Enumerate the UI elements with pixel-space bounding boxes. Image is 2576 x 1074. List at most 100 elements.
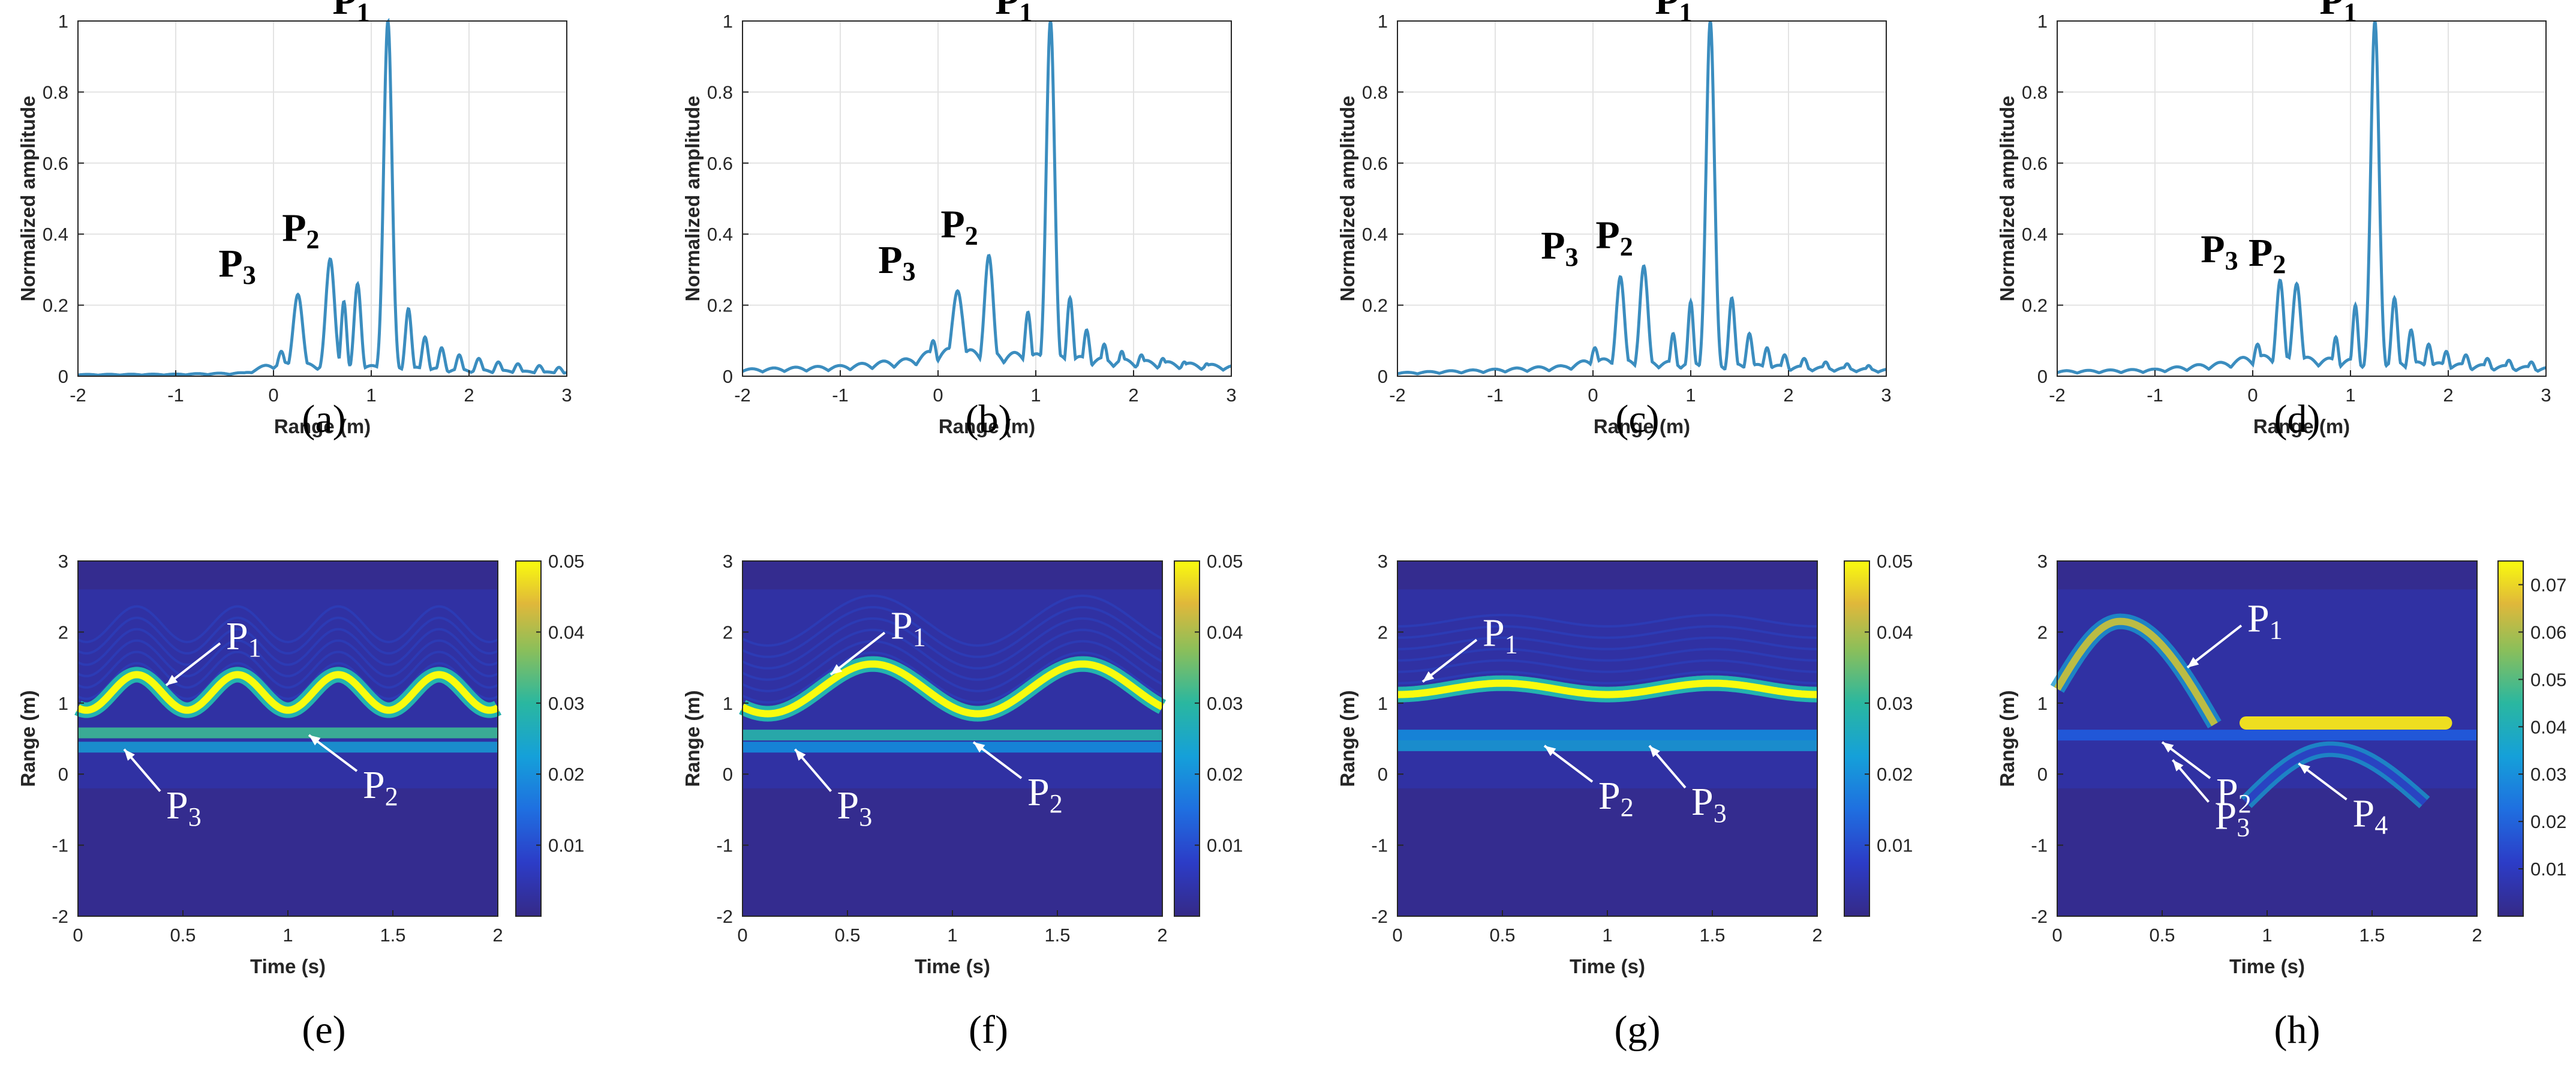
x-tick-label: -1	[2147, 385, 2163, 406]
colorbar-tick-label: 0.05	[2530, 669, 2566, 690]
arrow-head	[1649, 745, 1660, 757]
y-tick-label: 1	[723, 11, 733, 32]
sidelobe-line	[77, 628, 498, 666]
y-tick-label: -1	[716, 835, 733, 856]
x-tick-label: 1	[282, 925, 293, 946]
x-tick-label: 1	[2345, 385, 2355, 406]
x-axis-label: Range (m)	[2253, 415, 2350, 437]
data-line	[2057, 20, 2547, 375]
line-chart-0: -2 -1 0 1 2 3 0 0.2 0.4 0.6 0.8 1 Range (m) Normalize…	[17, 0, 572, 441]
panel-label: (c)	[1615, 397, 1659, 441]
colorbar-tick-label: 0.05	[548, 551, 584, 572]
x-tick-label: 1	[1030, 385, 1041, 406]
data-line	[77, 17, 567, 377]
x-tick-label: 2	[2443, 385, 2453, 406]
arrow-head	[2172, 760, 2184, 772]
arrow-head	[2162, 742, 2174, 753]
x-tick-label: 1.5	[2359, 925, 2385, 946]
y-tick-label: 0.6	[1362, 153, 1388, 174]
trace-annotation-p3: P3	[1691, 780, 1727, 828]
y-tick-label: 0.8	[2022, 82, 2048, 103]
trace-annotation-p2: P2	[1598, 774, 1634, 822]
x-tick-label: -2	[2049, 385, 2066, 406]
y-tick-label: 0	[723, 366, 733, 387]
y-tick-label: 0	[58, 366, 68, 387]
y-tick-label: -2	[2031, 906, 2048, 927]
peak-annotation-p2: P2	[2249, 231, 2286, 279]
sidelobe-line	[1397, 614, 1817, 628]
x-axis-label: Range (m)	[1594, 415, 1690, 437]
colorbar-tick-label: 0.05	[1207, 551, 1243, 572]
peak-annotation-p2: P2	[940, 203, 978, 251]
peak-annotation-p3: P3	[1541, 224, 1578, 272]
colorbar-tick-label: 0.01	[1207, 835, 1243, 856]
x-tick-label: 2	[1783, 385, 1793, 406]
y-tick-label: -2	[1371, 906, 1388, 927]
axes-box	[742, 20, 1232, 377]
y-tick-label: 1	[58, 693, 68, 714]
arrow-head	[973, 742, 985, 753]
arrow-head	[795, 749, 806, 761]
sidelobe-line	[742, 628, 1163, 681]
x-tick-label: 0.5	[2149, 925, 2175, 946]
x-tick-label: 1	[947, 925, 957, 946]
trace-P1	[1397, 679, 1817, 698]
trace-P4	[2243, 745, 2427, 805]
data-line	[741, 20, 1232, 374]
x-axis-label: Range (m)	[939, 415, 1035, 437]
sidelobe-line	[742, 595, 1163, 647]
trace-annotation-p1: P1	[1483, 611, 1518, 659]
y-tick-label: 0.2	[43, 295, 68, 316]
x-axis-label: Range (m)	[274, 415, 371, 437]
line-chart-2: -2 -1 0 1 2 3 0 0.2 0.4 0.6 0.8 1 Range (m) Normalize…	[1336, 0, 1892, 441]
panel-label: (d)	[2274, 397, 2320, 441]
panel-label: (f)	[969, 1008, 1008, 1052]
sidelobe-line	[742, 640, 1163, 692]
y-tick-label: 0.4	[43, 224, 68, 245]
y-tick-label: 0.8	[707, 82, 733, 103]
y-tick-label: -1	[2031, 835, 2048, 856]
y-tick-label: 0	[723, 764, 733, 785]
x-tick-label: 2	[1157, 925, 1167, 946]
x-tick-label: 1	[366, 385, 376, 406]
x-tick-label: 1.5	[1699, 925, 1725, 946]
annotation-arrow	[165, 642, 221, 686]
sidelobe-line	[77, 639, 499, 677]
peak-annotation-p1: P1	[995, 0, 1032, 27]
trace-annotation-p3: P3	[2215, 794, 2250, 842]
peak-annotation-p1: P1	[332, 0, 369, 27]
y-tick-label: 0.6	[707, 153, 733, 174]
colorbar-tick-label: 0.01	[548, 835, 584, 856]
x-tick-label: 0	[1392, 925, 1402, 946]
x-tick-label: 1	[1685, 385, 1696, 406]
sidelobe-line	[742, 617, 1164, 670]
peak-annotation-p1: P1	[2319, 0, 2356, 27]
y-tick-label: 0.2	[707, 295, 733, 316]
y-tick-label: 2	[723, 622, 733, 643]
line-chart-3: -2 -1 0 1 2 3 0 0.2 0.4 0.6 0.8 1 Range (m) Normalize…	[1996, 0, 2551, 441]
x-axis-label: Time (s)	[250, 955, 326, 977]
x-tick-label: 1	[2262, 925, 2272, 946]
colorbar-tick-label: 0.04	[1877, 622, 1913, 643]
x-tick-label: 0.5	[1489, 925, 1515, 946]
y-tick-label: 0	[1378, 366, 1388, 387]
annotation-arrow	[1421, 638, 1478, 683]
y-tick-label: 3	[58, 551, 68, 572]
sidelobe-line	[1397, 625, 1817, 639]
x-axis-label: Time (s)	[915, 955, 990, 977]
y-axis-label: Range (m)	[1996, 690, 2018, 787]
x-tick-label: 3	[1881, 385, 1891, 406]
colorbar-tick-label: 0.06	[2530, 622, 2566, 643]
y-tick-label: -1	[1371, 835, 1388, 856]
sidelobe-line	[742, 651, 1163, 704]
peak-annotation-p2: P2	[282, 206, 319, 254]
colorbar-tick-label: 0.03	[1877, 693, 1913, 714]
colorbar-tick-label: 0.02	[1207, 764, 1243, 785]
sidelobe-line	[77, 662, 498, 700]
x-tick-label: -1	[167, 385, 184, 406]
sidelobe-line	[1397, 659, 1817, 673]
y-axis-label: Range (m)	[681, 690, 704, 787]
arrow-head	[166, 674, 178, 686]
y-tick-label: 0	[58, 764, 68, 785]
